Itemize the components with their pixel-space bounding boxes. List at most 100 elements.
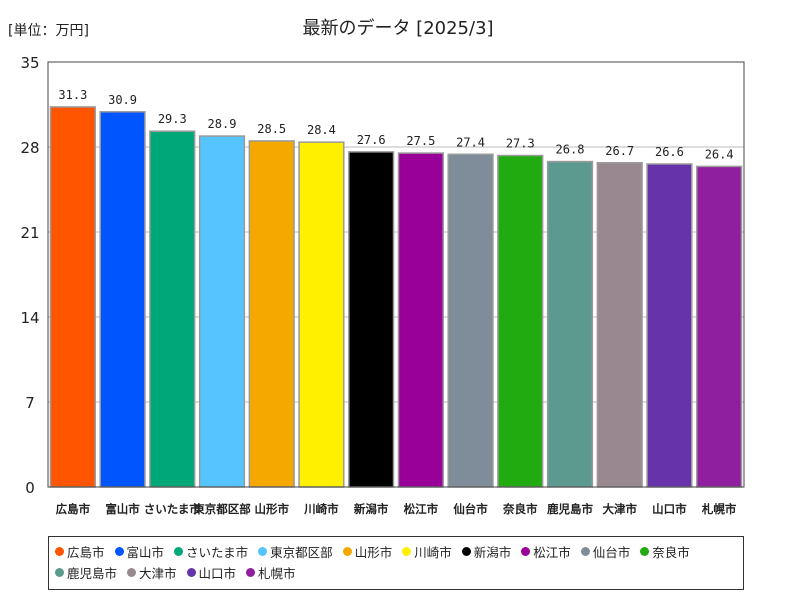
bar <box>298 141 345 488</box>
legend-swatch <box>55 547 64 556</box>
x-tick-label: 大津市 <box>602 502 637 516</box>
value-label: 26.4 <box>705 147 734 161</box>
x-tick-label: 川崎市 <box>303 502 339 516</box>
value-labels: 31.3 30.9 29.3 28.9 28.5 28.4 27.6 27.5 27.4 27.3… <box>58 88 733 162</box>
legend-swatch <box>402 547 412 556</box>
legend-label: 松江市 <box>533 545 571 560</box>
legend-item: 東京都区部 <box>258 541 333 562</box>
bars <box>49 106 743 488</box>
legend: 広島市 富山市 さいたま市 東京都区部 山形市 川崎市 新潟市 松江市 仙台市 奈良市鹿児島市 大津… <box>48 536 744 590</box>
value-label: 26.7 <box>605 144 634 158</box>
legend-label: 札幌市 <box>258 566 296 581</box>
legend-item: 札幌市 <box>246 562 296 583</box>
legend-label: 富山市 <box>126 545 165 560</box>
x-tick-label: 奈良市 <box>502 502 538 516</box>
value-label: 26.6 <box>655 145 684 159</box>
y-tick-label: 14 <box>20 309 39 327</box>
x-tick-label: 鹿児島市 <box>547 502 593 516</box>
bar <box>149 130 196 488</box>
x-tick-label: 山形市 <box>254 502 289 516</box>
legend-label: 山口市 <box>198 566 237 581</box>
value-label: 28.5 <box>257 122 286 136</box>
bar <box>49 106 96 488</box>
value-label: 27.6 <box>357 133 386 147</box>
value-label: 28.9 <box>208 117 237 131</box>
value-label: 30.9 <box>108 93 137 107</box>
bar <box>348 151 395 488</box>
legend-label: 川崎市 <box>414 545 452 560</box>
x-tick-label: 広島市 <box>56 502 91 516</box>
value-label: 31.3 <box>58 88 87 102</box>
legend-swatch <box>342 547 352 556</box>
y-tick-label: 7 <box>25 394 35 412</box>
x-tick-label: 札幌市 <box>701 502 737 516</box>
legend-item: 広島市 <box>55 541 105 562</box>
bar <box>696 165 743 488</box>
legend-label: 奈良市 <box>652 545 690 560</box>
bar <box>447 153 494 488</box>
bar <box>596 162 643 488</box>
legend-item: 新潟市 <box>461 541 512 562</box>
bar <box>248 140 295 488</box>
bar <box>198 135 246 488</box>
legend-swatch <box>186 568 196 577</box>
legend-swatch <box>580 547 590 556</box>
legend-label: 広島市 <box>67 545 105 560</box>
legend-swatch <box>521 547 531 556</box>
x-tick-label: 山口市 <box>652 502 687 516</box>
legend-label: 大津市 <box>139 566 177 581</box>
x-tick-label: 松江市 <box>404 502 439 516</box>
bar <box>497 154 544 488</box>
y-axis-ticks: 0 7 14 21 28 35 <box>20 54 39 497</box>
legend-item: 川崎市 <box>402 541 452 562</box>
y-tick-label: 28 <box>20 139 39 157</box>
legend-label: 仙台市 <box>592 545 631 560</box>
legend-item: 鹿児島市 <box>55 562 117 583</box>
x-tick-label: 新潟市 <box>354 502 389 516</box>
legend-swatch <box>258 547 268 556</box>
legend-label: 新潟市 <box>473 545 512 560</box>
value-label: 29.3 <box>158 112 187 126</box>
value-label: 26.8 <box>556 143 585 157</box>
value-label: 28.4 <box>307 123 336 137</box>
legend-item: さいたま市 <box>174 541 248 562</box>
legend-item: 大津市 <box>127 562 177 583</box>
legend-item: 松江市 <box>521 541 571 562</box>
x-tick-label: 東京都区部 <box>193 502 251 516</box>
legend-item: 奈良市 <box>640 541 690 562</box>
legend-swatch <box>461 547 471 556</box>
y-tick-label: 35 <box>20 54 39 72</box>
x-tick-label: 富山市 <box>105 502 140 516</box>
unit-label: [単位：万円] <box>8 23 89 39</box>
legend-label: 東京都区部 <box>270 545 333 560</box>
bar <box>646 163 693 488</box>
bar <box>397 152 444 488</box>
bar <box>99 111 146 488</box>
legend-swatch <box>55 568 64 577</box>
legend-item: 山形市 <box>342 541 393 562</box>
legend-swatch <box>640 547 650 556</box>
x-tick-label: 仙台市 <box>453 502 488 516</box>
legend-label: 鹿児島市 <box>67 566 118 581</box>
legend-item: 仙台市 <box>580 541 631 562</box>
legend-label: 山形市 <box>354 545 393 560</box>
legend-label: さいたま市 <box>186 545 249 560</box>
legend-item: 富山市 <box>114 541 165 562</box>
legend-swatch <box>246 568 256 577</box>
y-tick-label: 0 <box>25 479 35 497</box>
value-label: 27.5 <box>406 134 435 148</box>
legend-item: 山口市 <box>186 562 237 583</box>
legend-swatch <box>114 547 124 556</box>
value-label: 27.4 <box>456 135 485 149</box>
bar <box>546 160 594 488</box>
legend-swatch <box>174 547 184 556</box>
legend-swatch <box>127 568 137 577</box>
y-tick-label: 21 <box>20 224 39 242</box>
x-tick-label: さいたま市 <box>144 502 202 516</box>
plot-frame <box>47 61 745 488</box>
value-label: 27.3 <box>506 137 535 151</box>
chart-title: 最新のデータ [2025/3] <box>302 18 493 39</box>
